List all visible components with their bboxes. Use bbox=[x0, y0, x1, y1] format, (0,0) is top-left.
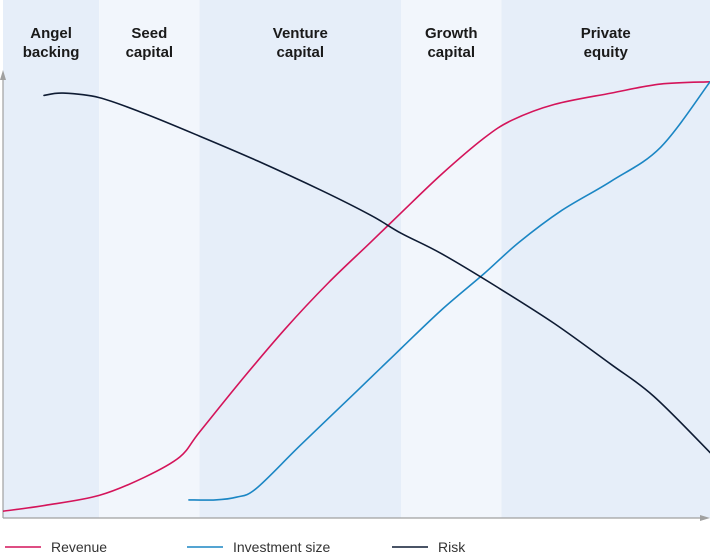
stage-label-line: backing bbox=[23, 44, 80, 61]
legend-label: Investment size bbox=[233, 539, 330, 555]
series-line-investment-size bbox=[188, 81, 710, 501]
legend-label: Revenue bbox=[51, 539, 107, 555]
stage-bands bbox=[3, 0, 710, 518]
stage-label-2: Venture capital bbox=[273, 25, 328, 61]
stage-band-0 bbox=[3, 0, 100, 518]
stage-label-line: equity bbox=[584, 44, 629, 61]
x-axis-arrow bbox=[700, 515, 710, 521]
stage-label-line: Angel bbox=[30, 25, 72, 42]
stage-label-3: Growth capital bbox=[425, 25, 478, 61]
legend-label: Risk bbox=[438, 539, 466, 555]
series-line-risk bbox=[43, 92, 710, 454]
stage-label-0: Angel backing bbox=[23, 25, 80, 61]
stage-label-line: Growth bbox=[425, 25, 478, 42]
stage-label-1: Seed capital bbox=[126, 25, 174, 61]
stage-label-line: capital bbox=[126, 44, 174, 61]
y-axis-arrow bbox=[0, 70, 6, 80]
stage-label-line: Private bbox=[581, 25, 631, 42]
stage-band-1 bbox=[99, 0, 200, 518]
stage-label-4: Private equity bbox=[581, 25, 631, 61]
axes bbox=[0, 70, 710, 521]
stage-label-line: Venture bbox=[273, 25, 328, 42]
stage-label-line: capital bbox=[427, 44, 475, 61]
legend: Revenue Investment size Risk bbox=[5, 539, 466, 555]
series-line-revenue bbox=[3, 81, 710, 512]
series-lines bbox=[3, 81, 710, 512]
stage-label-line: Seed bbox=[131, 25, 167, 42]
stage-band-2 bbox=[199, 0, 402, 518]
stage-band-4 bbox=[501, 0, 710, 518]
stage-label-line: capital bbox=[277, 44, 325, 61]
